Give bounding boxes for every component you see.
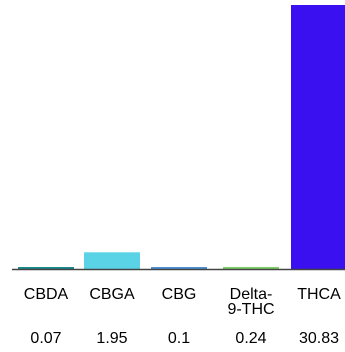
value-label: 0.1: [168, 330, 190, 347]
bars-group: [18, 5, 345, 269]
value-label: 0.24: [235, 330, 266, 347]
value-labels: 0.07 1.95 0.1 0.24 30.83: [30, 330, 339, 347]
category-label: THCA: [297, 286, 341, 303]
category-label: CBGA: [89, 286, 135, 303]
value-label: 30.83: [299, 330, 339, 347]
value-label: 0.07: [30, 330, 61, 347]
category-labels: CBDA CBGA CBG Delta-9-THC THCA: [24, 286, 341, 318]
category-label: Delta-9-THC: [227, 286, 274, 318]
bar-delta-9-thc: [223, 266, 279, 269]
bar-cbg: [151, 267, 207, 269]
category-label: CBDA: [24, 286, 69, 303]
bar-thca: [291, 5, 345, 269]
bar-cbga: [84, 252, 140, 269]
bar-cbda: [18, 267, 74, 269]
value-label: 1.95: [96, 330, 127, 347]
category-label: CBG: [162, 286, 197, 303]
